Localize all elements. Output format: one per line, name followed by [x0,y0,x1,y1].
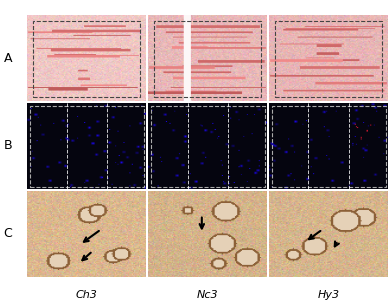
Bar [275,21,382,97]
Bar [33,21,140,97]
Text: B: B [4,140,12,152]
Bar [154,21,261,97]
Text: A: A [4,52,12,65]
Text: C: C [4,227,12,240]
Text: Hy3: Hy3 [318,290,340,300]
Text: Nc3: Nc3 [197,290,219,300]
Text: Ch3: Ch3 [76,290,98,300]
